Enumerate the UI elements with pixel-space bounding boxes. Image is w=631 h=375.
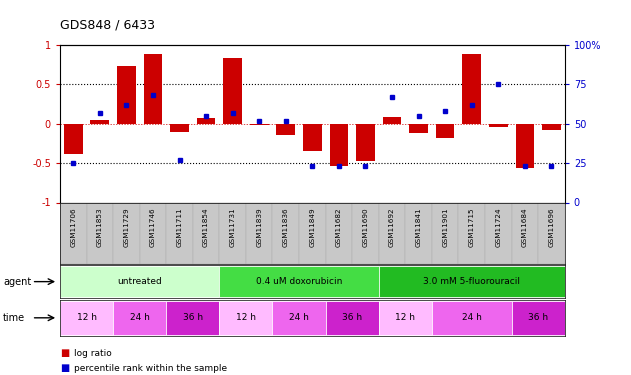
Text: GSM11711: GSM11711 bbox=[177, 207, 182, 247]
Text: GSM11706: GSM11706 bbox=[70, 207, 76, 247]
Text: GSM11724: GSM11724 bbox=[495, 207, 501, 247]
Bar bbox=[86, 202, 113, 264]
Bar bbox=[463, 54, 481, 124]
Text: percentile rank within the sample: percentile rank within the sample bbox=[74, 364, 227, 373]
Text: GSM11746: GSM11746 bbox=[150, 207, 156, 247]
Text: untreated: untreated bbox=[117, 277, 162, 286]
Bar bbox=[329, 124, 348, 166]
Text: 24 h: 24 h bbox=[289, 314, 309, 322]
Text: agent: agent bbox=[3, 277, 32, 286]
Bar bbox=[144, 54, 162, 124]
Bar bbox=[250, 124, 269, 125]
Bar bbox=[113, 301, 166, 335]
Bar bbox=[60, 202, 86, 264]
Text: GSM11715: GSM11715 bbox=[469, 207, 475, 247]
Bar bbox=[459, 202, 485, 264]
Text: 0.4 uM doxorubicin: 0.4 uM doxorubicin bbox=[256, 277, 342, 286]
Text: GSM11853: GSM11853 bbox=[97, 207, 103, 247]
Bar bbox=[516, 124, 534, 168]
Text: time: time bbox=[3, 313, 25, 323]
Text: 36 h: 36 h bbox=[342, 314, 362, 322]
Bar bbox=[432, 202, 459, 264]
Bar bbox=[220, 301, 273, 335]
Bar bbox=[379, 266, 565, 297]
Text: GSM11696: GSM11696 bbox=[548, 207, 555, 247]
Text: GSM11836: GSM11836 bbox=[283, 207, 289, 247]
Text: GSM11690: GSM11690 bbox=[362, 207, 369, 247]
Text: ■: ■ bbox=[60, 363, 69, 373]
Bar bbox=[410, 124, 428, 133]
Bar bbox=[485, 202, 512, 264]
Text: log ratio: log ratio bbox=[74, 349, 112, 358]
Bar bbox=[326, 202, 352, 264]
Bar bbox=[542, 124, 561, 130]
Text: 3.0 mM 5-fluorouracil: 3.0 mM 5-fluorouracil bbox=[423, 277, 520, 286]
Text: 24 h: 24 h bbox=[130, 314, 150, 322]
Bar bbox=[512, 301, 565, 335]
Bar bbox=[166, 202, 193, 264]
Bar bbox=[432, 301, 512, 335]
Bar bbox=[113, 202, 139, 264]
Bar bbox=[273, 301, 326, 335]
Bar bbox=[139, 202, 166, 264]
Bar bbox=[60, 266, 220, 297]
Text: 36 h: 36 h bbox=[528, 314, 548, 322]
Bar bbox=[193, 202, 220, 264]
Text: 24 h: 24 h bbox=[462, 314, 481, 322]
Text: GSM11839: GSM11839 bbox=[256, 207, 262, 247]
Text: 12 h: 12 h bbox=[396, 314, 415, 322]
Bar bbox=[299, 202, 326, 264]
Text: GSM11682: GSM11682 bbox=[336, 207, 342, 247]
Bar bbox=[405, 202, 432, 264]
Text: GSM11692: GSM11692 bbox=[389, 207, 395, 247]
Bar bbox=[379, 301, 432, 335]
Bar bbox=[220, 202, 246, 264]
Bar bbox=[246, 202, 273, 264]
Text: GSM11901: GSM11901 bbox=[442, 207, 448, 247]
Text: 36 h: 36 h bbox=[183, 314, 203, 322]
Bar bbox=[379, 202, 405, 264]
Bar bbox=[326, 301, 379, 335]
Text: GSM11731: GSM11731 bbox=[230, 207, 235, 247]
Bar bbox=[436, 124, 454, 138]
Text: GSM11684: GSM11684 bbox=[522, 207, 528, 247]
Bar bbox=[512, 202, 538, 264]
Bar bbox=[64, 124, 83, 154]
Text: GDS848 / 6433: GDS848 / 6433 bbox=[60, 19, 155, 32]
Bar bbox=[352, 202, 379, 264]
Bar bbox=[489, 124, 507, 127]
Bar bbox=[60, 301, 113, 335]
Text: GSM11841: GSM11841 bbox=[416, 207, 422, 247]
Text: GSM11854: GSM11854 bbox=[203, 207, 209, 247]
Bar bbox=[170, 124, 189, 132]
Bar bbox=[383, 117, 401, 124]
Bar bbox=[538, 202, 565, 264]
Text: ■: ■ bbox=[60, 348, 69, 358]
Text: 12 h: 12 h bbox=[76, 314, 97, 322]
Text: 12 h: 12 h bbox=[236, 314, 256, 322]
Bar bbox=[166, 301, 220, 335]
Bar bbox=[356, 124, 375, 161]
Bar bbox=[223, 58, 242, 124]
Bar bbox=[276, 124, 295, 135]
Bar bbox=[273, 202, 299, 264]
Text: GSM11849: GSM11849 bbox=[309, 207, 316, 247]
Bar bbox=[303, 124, 322, 152]
Bar bbox=[220, 266, 379, 297]
Bar bbox=[117, 66, 136, 124]
Text: GSM11729: GSM11729 bbox=[124, 207, 129, 247]
Bar bbox=[197, 118, 215, 124]
Bar bbox=[90, 120, 109, 124]
